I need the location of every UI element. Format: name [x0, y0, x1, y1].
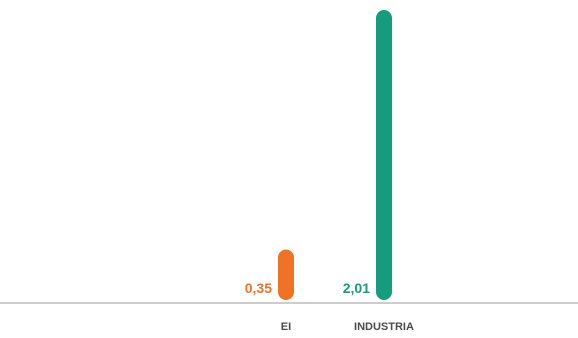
bar-ei: [278, 249, 294, 300]
bar-industria: [376, 10, 392, 300]
category-label-industria: INDUSTRIA: [354, 321, 414, 333]
value-label-industria: 2,01: [343, 280, 370, 296]
value-label-ei: 0,35: [245, 280, 272, 296]
category-label-ei: EI: [281, 321, 291, 333]
